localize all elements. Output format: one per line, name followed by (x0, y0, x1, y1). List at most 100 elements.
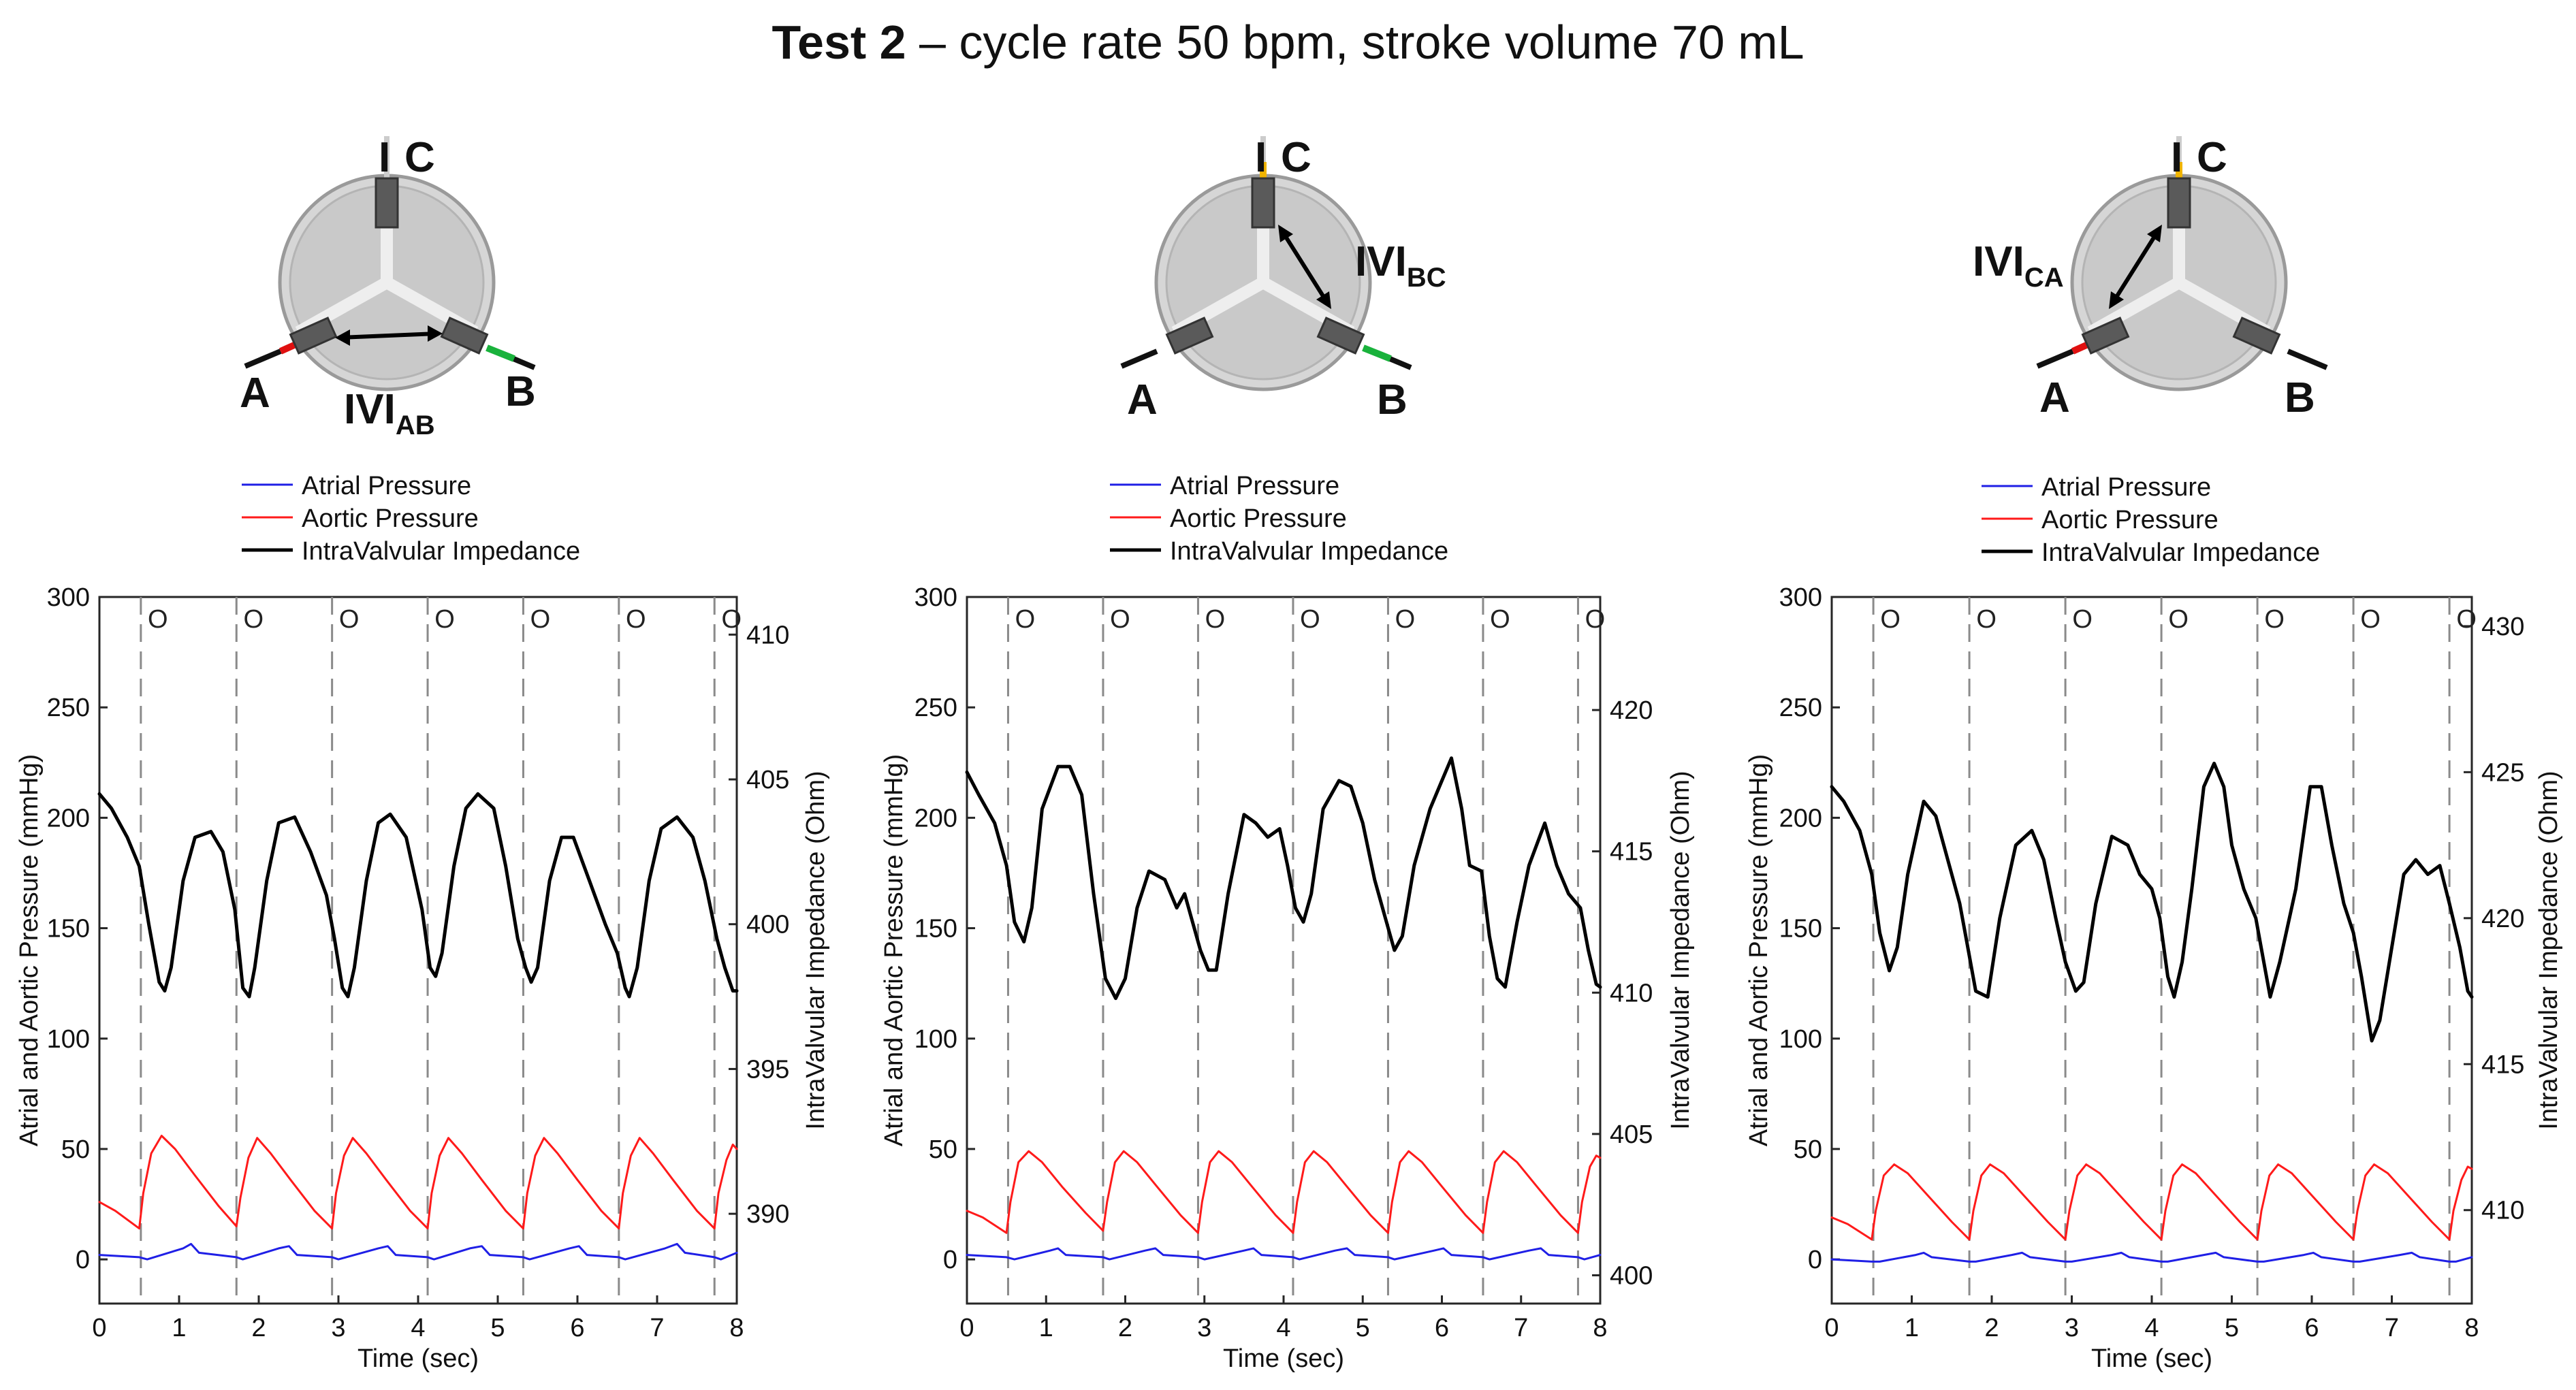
cycle-marker: O (2168, 605, 2189, 634)
cycle-marker: O (1585, 605, 1606, 634)
x-tick-label: 4 (2144, 1314, 2159, 1342)
electrode-label-a: A (240, 370, 270, 417)
x-tick-label: 1 (172, 1314, 186, 1342)
y-tick-label-left: 250 (47, 694, 90, 722)
ivi-label-sub: CA (2024, 263, 2064, 293)
ivi-label: IVIAB (344, 386, 435, 440)
y-tick-label-right: 410 (746, 621, 789, 649)
series-line-intravalvular-impedance (965, 756, 1602, 1001)
series-line-atrial-pressure (966, 1247, 1602, 1261)
y-tick-label-left: 100 (915, 1025, 957, 1054)
y-tick-label-left: 50 (1794, 1135, 1822, 1164)
y-tick-label-left: 250 (1779, 694, 1822, 722)
y-tick-label-left: 200 (1779, 804, 1822, 833)
y-tick-label-left: 150 (915, 915, 957, 943)
cycle-marker: O (1015, 605, 1036, 634)
double-arrow-icon (340, 332, 438, 340)
electrode-c (2167, 177, 2191, 229)
electrode-b (440, 317, 489, 355)
y-tick-label-left: 200 (47, 804, 90, 833)
electrode-b (2232, 317, 2281, 355)
y-tick-label-left: 100 (47, 1025, 90, 1054)
arrow-head-left (335, 329, 350, 346)
x-tick-label: 0 (92, 1314, 106, 1342)
legend-label-aortic: Aortic Pressure (2041, 506, 2219, 534)
arrow-head-bottom (1316, 291, 1331, 309)
y-tick-label-left: 0 (1808, 1246, 1822, 1274)
x-tick-label: 7 (1514, 1314, 1528, 1342)
series-line-aortic-pressure (1830, 1163, 2473, 1241)
electrode-label-c-prefix: I (2171, 134, 2182, 181)
x-tick-label: 5 (490, 1314, 505, 1342)
chart: O O O O O O O 0 1 2 3 4 5 6 7 8 0 50 100 150 200 250 300 390 395… (15, 583, 830, 1373)
electrode-label-a: A (1127, 376, 1158, 423)
ivi-label: IVIBC (1355, 238, 1446, 293)
arrow-head-right (428, 325, 443, 342)
cycle-marker: O (2072, 605, 2093, 634)
electrode-label-b: B (2285, 374, 2315, 421)
electrode-a (2081, 317, 2130, 355)
x-tick-label: 4 (1276, 1314, 1290, 1342)
y-tick-label-right: 425 (2481, 758, 2524, 787)
electrode-label-c-prefix: I (379, 134, 390, 181)
plot-area (1830, 596, 2473, 1305)
y-tick-label-left: 0 (943, 1246, 957, 1274)
double-arrow-icon (1279, 229, 1330, 305)
x-tick-label: 3 (1197, 1314, 1211, 1342)
legend: Atrial Pressure Aortic Pressure IntraVal… (1982, 473, 2320, 567)
x-tick-label: 2 (1118, 1314, 1132, 1342)
x-tick-label: 8 (729, 1314, 744, 1342)
electrode-c (375, 177, 399, 229)
electrode-wire-a (244, 349, 282, 369)
chart: O O O O O O O 0 1 2 3 4 5 6 7 8 0 50 100 150 200 250 300 400 405… (880, 583, 1695, 1373)
arrow-head-top (2147, 225, 2162, 242)
legend-label-aortic: Aortic Pressure (1170, 504, 1347, 533)
y-axis-label-left: Atrial and Aortic Pressure (mmHg) (1745, 754, 1773, 1147)
electrode-a (1165, 317, 1214, 355)
cycle-marker: O (1976, 605, 1997, 634)
series-line-aortic-pressure (98, 1135, 738, 1230)
x-tick-label: 3 (2065, 1314, 2079, 1342)
figure-title: Test 2 – cycle rate 50 bpm, stroke volum… (0, 15, 2576, 69)
ivi-label-sub: AB (396, 410, 435, 440)
series-line-intravalvular-impedance (1830, 762, 2474, 1043)
electrode-marker-b (1362, 344, 1392, 362)
y-tick-label-right: 420 (2481, 905, 2524, 933)
legend-label-impedance: IntraValvular Impedance (302, 537, 580, 566)
electrode-b (1316, 317, 1365, 355)
y-axis-label-right: IntraValvular Impedance (Ohm) (801, 771, 830, 1129)
cycle-marker: O (1395, 605, 1416, 634)
ivi-label-main: IVI (1355, 238, 1407, 285)
electrode-wire-a (2036, 349, 2074, 369)
x-axis-label: Time (sec) (357, 1344, 479, 1373)
y-tick-label-left: 150 (1779, 915, 1822, 943)
electrode-c (1251, 177, 1275, 229)
x-tick-label: 4 (411, 1314, 425, 1342)
cycle-marker: O (721, 605, 742, 634)
x-tick-label: 5 (1356, 1314, 1370, 1342)
y-tick-label-right: 410 (1610, 979, 1653, 1007)
x-tick-label: 6 (570, 1314, 584, 1342)
cycle-marker: O (626, 605, 646, 634)
electrode-wire-a (1120, 349, 1158, 369)
y-tick-label-left: 300 (47, 583, 90, 612)
x-tick-label: 7 (2385, 1314, 2399, 1342)
y-tick-label-right: 410 (2481, 1197, 2524, 1225)
y-tick-label-right: 400 (1610, 1261, 1653, 1290)
y-tick-label-left: 200 (915, 804, 957, 833)
y-tick-label-right: 405 (1610, 1120, 1653, 1149)
y-tick-label-left: 150 (47, 915, 90, 943)
x-tick-label: 5 (2225, 1314, 2239, 1342)
electrode-label-b: B (1377, 376, 1408, 423)
electrode-label-c-prefix: I (1255, 134, 1267, 181)
y-tick-label-right: 405 (746, 766, 789, 794)
y-tick-label-right: 430 (2481, 613, 2524, 641)
x-tick-label: 2 (251, 1314, 266, 1342)
cycle-marker: O (243, 605, 264, 634)
y-axis-label-right: IntraValvular Impedance (Ohm) (1666, 771, 1695, 1129)
ivi-label-main: IVI (344, 386, 396, 433)
y-tick-label-left: 0 (76, 1246, 90, 1274)
electrode-a (289, 317, 338, 355)
electrode-marker-a (279, 342, 296, 355)
panel-1: I C A B IVIAB Atrial Pressure Aortic Pre… (15, 134, 830, 1373)
